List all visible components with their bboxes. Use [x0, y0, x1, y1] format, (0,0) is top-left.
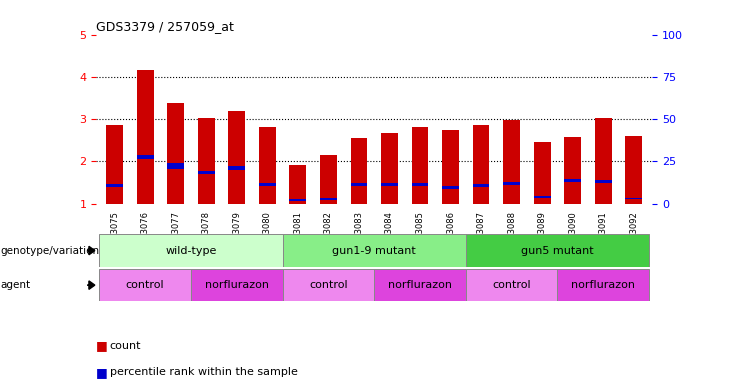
Bar: [198, 170, 215, 174]
Bar: [411, 127, 428, 204]
Bar: [282, 234, 466, 267]
Bar: [557, 269, 649, 301]
Bar: [198, 118, 215, 204]
Bar: [503, 120, 520, 204]
Bar: [290, 199, 306, 202]
Bar: [259, 183, 276, 186]
Bar: [466, 269, 557, 301]
Text: gun5 mutant: gun5 mutant: [521, 245, 594, 256]
Text: norflurazon: norflurazon: [388, 280, 452, 290]
Bar: [625, 198, 642, 199]
Bar: [99, 234, 282, 267]
Bar: [442, 186, 459, 189]
Bar: [290, 165, 306, 204]
Bar: [106, 184, 123, 187]
Bar: [167, 103, 184, 204]
Bar: [282, 269, 374, 301]
Bar: [565, 137, 581, 204]
Bar: [595, 118, 611, 204]
Bar: [137, 71, 153, 204]
Bar: [374, 269, 466, 301]
Bar: [503, 182, 520, 185]
Text: ■: ■: [96, 339, 108, 352]
Bar: [137, 155, 153, 159]
Bar: [595, 180, 611, 183]
Bar: [228, 111, 245, 204]
Bar: [565, 179, 581, 182]
Bar: [473, 184, 490, 187]
Text: agent: agent: [1, 280, 31, 290]
Text: control: control: [126, 280, 165, 290]
Bar: [473, 126, 490, 204]
Bar: [228, 166, 245, 170]
Text: control: control: [492, 280, 531, 290]
Bar: [106, 126, 123, 204]
Bar: [534, 142, 551, 204]
Bar: [350, 138, 368, 204]
Text: genotype/variation: genotype/variation: [1, 245, 100, 256]
Bar: [534, 196, 551, 199]
Bar: [381, 132, 398, 204]
Bar: [350, 183, 368, 186]
Bar: [191, 269, 282, 301]
Bar: [381, 183, 398, 186]
Text: ■: ■: [96, 366, 108, 379]
Bar: [259, 127, 276, 204]
Text: GDS3379 / 257059_at: GDS3379 / 257059_at: [96, 20, 234, 33]
Bar: [411, 183, 428, 186]
Text: control: control: [309, 280, 348, 290]
Text: norflurazon: norflurazon: [205, 280, 269, 290]
Text: count: count: [110, 341, 142, 351]
Bar: [99, 269, 191, 301]
Bar: [167, 164, 184, 169]
Text: norflurazon: norflurazon: [571, 280, 635, 290]
Text: percentile rank within the sample: percentile rank within the sample: [110, 367, 298, 377]
Text: gun1-9 mutant: gun1-9 mutant: [332, 245, 416, 256]
Bar: [466, 234, 649, 267]
Bar: [320, 199, 337, 200]
Bar: [320, 155, 337, 204]
Bar: [625, 136, 642, 204]
Bar: [442, 130, 459, 204]
Text: wild-type: wild-type: [165, 245, 216, 256]
